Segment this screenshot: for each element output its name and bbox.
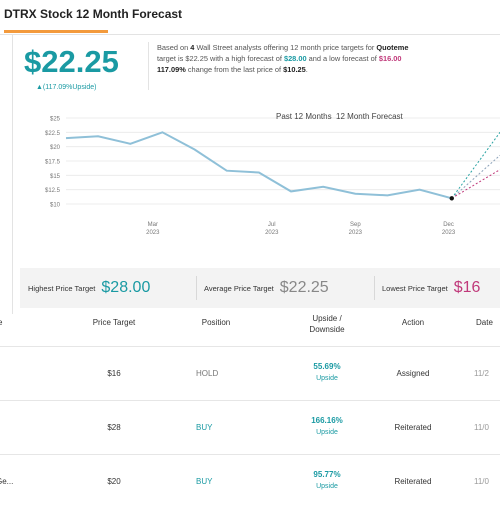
analyst-count: 4 [190,43,195,52]
current-price-point [449,196,454,201]
row-action: Reiterated [394,477,432,486]
price-box: $22.25 ▲(117.09%Upside) [24,40,138,96]
column-header-firm[interactable]: e [0,318,3,327]
forecast-line [451,169,500,199]
legend-past: Past 12 Months [276,112,332,121]
low-forecast-value: $16.00 [378,54,402,63]
x-tick-year: 2023 [146,230,160,236]
legend-forecast: 12 Month Forecast [336,112,403,121]
upside-percentage: ▲(117.09%Upside) [36,84,97,91]
row-upside: 55.69% Upside [313,362,341,382]
page-title: DTRX Stock 12 Month Forecast [4,7,183,21]
y-tick-label: $10 [50,203,61,209]
row-position: BUY [196,477,213,486]
column-header-date[interactable]: Date [476,318,493,327]
y-tick-label: $25 [50,117,61,123]
row-action: Reiterated [394,423,432,432]
highest-target-label: Highest Price Target [28,283,96,293]
table-row[interactable]: $28 BUY 166.16% Upside Reiterated 11/0 [0,400,500,455]
tab-underline [4,30,108,33]
high-forecast-value: $28.00 [283,54,307,63]
lowest-target: Lowest Price Target $16 [382,268,480,308]
table-row[interactable]: $16 HOLD 55.69% Upside Assigned 11/2 [0,346,500,401]
forecast-line [451,154,500,199]
y-tick-label: $20 [50,145,61,151]
row-price-target: $28 [107,423,121,432]
row-position: HOLD [196,369,219,378]
table-row[interactable]: Ge... $20 BUY 95.77%Upside Reiterated 11… [0,454,500,509]
row-position: BUY [196,423,213,432]
column-header-upside[interactable]: Upside / Downside [309,314,345,334]
highest-target: Highest Price Target $28.00 [28,268,150,308]
divider [374,276,375,300]
x-tick-month: Mar [148,222,158,228]
price-targets-bar: Highest Price Target $28.00 Average Pric… [20,268,500,308]
highest-target-value: $28.00 [101,279,151,296]
row-firm[interactable]: Ge... [0,477,14,486]
y-tick-label: $12.5 [45,188,61,194]
forecast-panel [12,34,500,314]
average-target-value: $22.25 [279,279,329,296]
average-target: Average Price Target $22.25 [204,268,329,308]
x-tick-year: 2023 [442,230,456,236]
row-date: 11/0 [474,423,489,432]
column-header-price-target[interactable]: Price Target [92,318,136,327]
row-upside: 166.16% Upside [311,416,343,436]
row-action: Assigned [396,369,430,378]
x-tick-year: 2023 [265,230,279,236]
last-price: $10.25 [283,65,306,74]
row-price-target: $16 [107,369,121,378]
row-price-target: $20 [107,477,121,486]
row-upside: 95.77% Upside [313,470,341,490]
x-tick-month: Jul [268,222,276,228]
forecast-header: DTRX Stock 12 Month Forecast [0,0,500,35]
lowest-target-label: Lowest Price Target [382,283,448,293]
change-percent: 117.09% [157,65,186,74]
y-tick-label: $15 [50,174,61,180]
chart-legend: Past 12 Months 12 Month Forecast [276,112,403,121]
lowest-target-value: $16 [453,279,481,296]
x-tick-month: Sep [350,222,361,228]
analyst-ratings-table: e Price Target Position Upside / Downside… [0,310,500,500]
summary-line-2: target is $22.25 with a high forecast of… [157,54,402,63]
divider [196,276,197,300]
average-target-label: Average Price Target [204,283,274,293]
column-header-action[interactable]: Action [401,318,425,327]
x-tick-year: 2023 [349,230,363,236]
x-tick-month: Dec [443,222,454,228]
forecast-line [451,132,500,199]
row-date: 11/2 [474,369,489,378]
y-tick-label: $22.5 [45,131,61,137]
past-price-line [65,131,453,200]
summary-line-1: Based on 4 Wall Street analysts offering… [157,43,409,52]
y-tick-label: $17.5 [45,160,61,166]
average-price-target: $22.25 [24,44,119,79]
row-date: 11/0 [474,477,489,486]
forecast-chart: $25 $22.5 $20 $17.5 $15 $12.5 $10 Mar 2023 Jul 20… [45,117,500,236]
forecast-summary: Based on 4 Wall Street analysts offering… [148,42,500,90]
summary-line-3: 117.09% change from the last price of $1… [157,65,308,74]
ticker-name: Quoteme [376,43,409,52]
column-header-position[interactable]: Position [201,318,231,327]
